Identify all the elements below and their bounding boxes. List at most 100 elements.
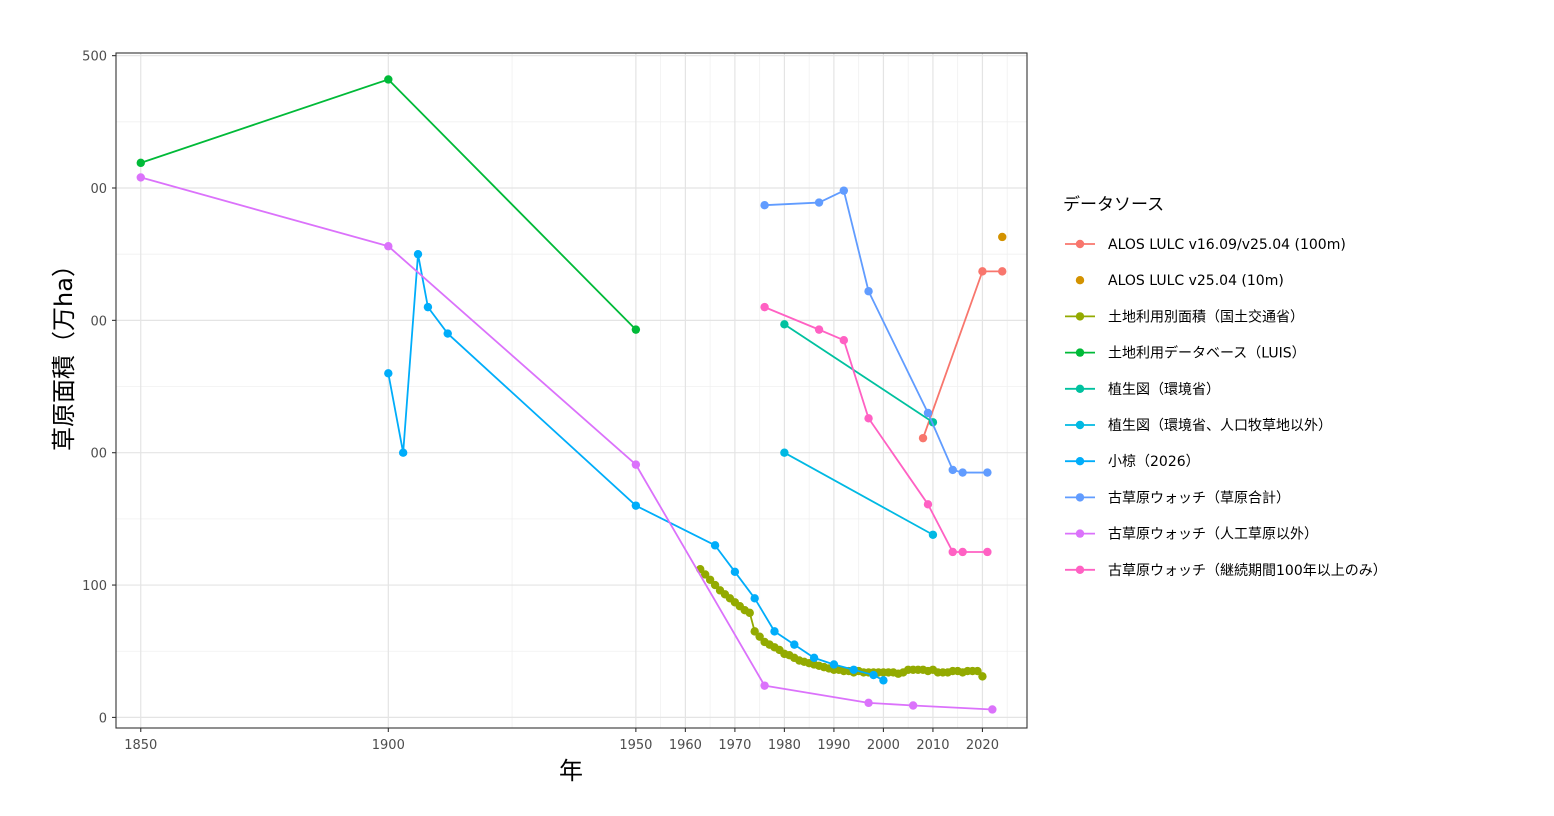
data-point <box>998 232 1007 242</box>
data-point <box>760 201 769 210</box>
data-point <box>839 186 849 195</box>
y-tick-label: 00 <box>90 182 107 197</box>
series-line <box>783 451 934 536</box>
series-layer <box>136 75 1007 714</box>
series-line <box>783 323 934 424</box>
data-point <box>908 701 918 710</box>
series-1 <box>998 232 1007 242</box>
legend-key-point <box>1075 384 1085 393</box>
data-point <box>398 448 408 457</box>
data-point <box>730 567 740 577</box>
legend-item: 古草原ウォッチ（継続期間100年以上のみ） <box>1065 562 1387 579</box>
legend-key-point <box>1075 239 1085 249</box>
data-point <box>814 198 824 207</box>
data-point <box>864 414 873 423</box>
series-6 <box>384 249 888 685</box>
y-tick-label: 500 <box>82 50 107 65</box>
legend-key-point <box>1075 348 1085 357</box>
legend-label: 古草原ウォッチ（継続期間100年以上のみ） <box>1108 562 1387 579</box>
legend-key-point <box>1075 493 1085 502</box>
y-tick-label: 00 <box>90 447 107 462</box>
legend-label: 古草原ウォッチ（草原合計） <box>1108 490 1290 506</box>
legend-label: 古草原ウォッチ（人工草原以外） <box>1108 527 1318 543</box>
legend-item: 植生図（環境省） <box>1065 382 1220 398</box>
legend-key-point <box>1075 420 1085 430</box>
data-point <box>705 575 715 584</box>
series-5 <box>780 448 938 539</box>
x-tick-label: 1970 <box>718 738 751 753</box>
data-point <box>631 501 641 510</box>
legend-key-point <box>1075 457 1085 466</box>
data-point <box>755 632 764 641</box>
x-tick-label: 1850 <box>124 738 157 753</box>
data-point <box>864 287 873 296</box>
x-tick-label: 1900 <box>372 738 405 753</box>
x-tick-label: 1950 <box>619 738 652 753</box>
data-point <box>760 302 769 312</box>
plot-border <box>115 52 1028 729</box>
legend-key-point <box>1075 312 1085 321</box>
x-tick-label: 2010 <box>916 738 949 753</box>
data-point <box>958 547 967 557</box>
data-point <box>750 594 759 603</box>
data-point <box>710 541 720 550</box>
series-7 <box>760 186 992 477</box>
data-point <box>988 705 997 714</box>
legend-label: 土地利用データベース（LUIS） <box>1108 345 1306 362</box>
data-point <box>879 676 888 685</box>
legend-item: 土地利用データベース（LUIS） <box>1065 345 1306 362</box>
data-point <box>978 267 987 276</box>
data-point <box>443 329 452 338</box>
x-axis-title: 年 <box>559 757 583 785</box>
data-point <box>710 580 720 590</box>
legend-key-point <box>1075 529 1085 538</box>
data-point <box>829 660 839 669</box>
legend-key-point <box>1075 565 1085 574</box>
legend-label: 小椋（2026） <box>1108 454 1200 470</box>
series-8 <box>136 173 997 714</box>
data-point <box>790 640 799 649</box>
series-2 <box>696 564 987 681</box>
grid-major <box>116 53 1027 728</box>
data-point <box>136 173 145 182</box>
data-point <box>973 666 982 676</box>
legend-item: ALOS LULC v16.09/v25.04 (100m) <box>1065 237 1346 253</box>
data-point <box>923 408 933 418</box>
series-line <box>387 253 884 682</box>
legend-item: 小椋（2026） <box>1065 454 1200 470</box>
data-point <box>413 249 423 259</box>
data-point <box>849 665 858 674</box>
legend-label: ALOS LULC v25.04 (10m) <box>1108 273 1284 289</box>
legend-label: 植生図（環境省） <box>1108 382 1220 398</box>
data-point <box>770 627 779 636</box>
series-4 <box>780 320 938 427</box>
data-point <box>809 653 819 663</box>
legend-item: 土地利用別面積（国土交通省） <box>1065 308 1304 325</box>
data-point <box>760 681 769 690</box>
tick-labels: 1850 1900 1950 1960 1970 1980 1990 2000 2010 2020… <box>82 50 999 753</box>
series-3 <box>136 75 641 334</box>
data-point <box>923 500 933 509</box>
data-point <box>423 302 433 312</box>
data-point <box>631 325 641 334</box>
legend: ALOS LULC v16.09/v25.04 (100m) ALOS LULC … <box>1065 237 1387 579</box>
legend-label: 土地利用別面積（国土交通省） <box>1108 308 1304 325</box>
data-point <box>384 242 393 251</box>
y-axis-title: 草原面積（万ha） <box>50 253 78 451</box>
data-point <box>948 547 957 557</box>
data-point <box>750 627 759 636</box>
legend-item: 植生図（環境省、人口牧草地以外） <box>1065 418 1332 434</box>
data-point <box>384 369 393 378</box>
y-tick-label: 100 <box>82 579 107 594</box>
y-tick-label: 0 <box>99 711 107 726</box>
axis-ticks <box>112 55 983 732</box>
data-point <box>983 547 992 557</box>
data-point <box>918 433 928 443</box>
x-tick-label: 1980 <box>768 738 801 753</box>
data-point <box>864 698 873 708</box>
data-point <box>631 460 641 469</box>
data-point <box>869 670 878 680</box>
data-point <box>780 448 789 457</box>
data-point <box>384 75 393 84</box>
